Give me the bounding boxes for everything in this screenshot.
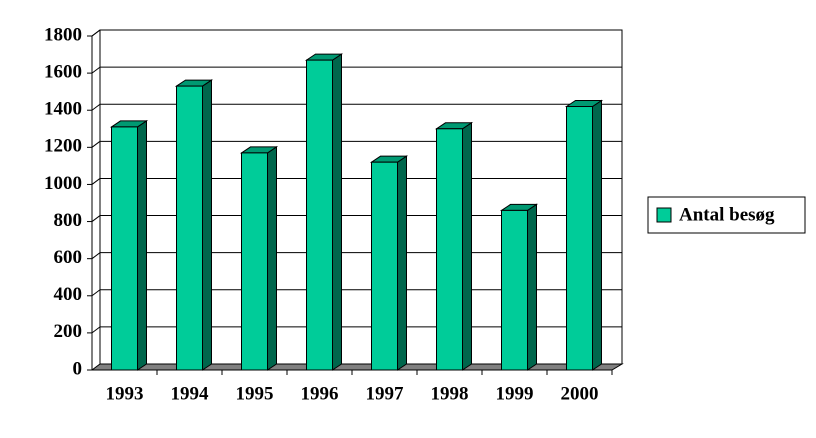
bar-side-shade [267,146,277,370]
y-tick-label: 1800 [44,24,82,45]
bar-side-shade [397,156,407,370]
bar-front [436,128,463,371]
grid-line-edge [91,326,101,334]
y-tick-label: 1000 [44,173,82,194]
x-tick-label: 1998 [431,383,469,404]
bar [239,145,279,371]
bar-top-shade [241,146,277,153]
bar-front [306,59,333,371]
x-tick-label: 1996 [301,383,339,404]
bar-side-shade [202,80,212,370]
y-tick-label: 200 [54,321,83,342]
bar-side-shade [527,204,537,370]
bar-front [111,126,138,371]
bar-top-shade [436,122,472,129]
legend-swatch [656,207,672,223]
x-tick-label: 1994 [171,383,210,404]
x-tick-label: 1999 [496,383,534,404]
y-tick-label: 1400 [44,99,82,120]
grid-line-edge [91,289,101,297]
grid-line-edge [91,140,101,148]
y-tick-label: 0 [73,358,83,379]
bar-front [176,85,203,371]
bar-front [241,152,268,371]
bar-top-shade [176,80,212,87]
x-tick-label: 1997 [366,383,405,404]
bar [109,119,149,371]
x-tick-label: 2000 [561,383,599,404]
bar-top-shade [371,156,407,163]
legend-label: Antal besøg [679,204,775,225]
bar-side-shade [332,54,342,370]
y-tick-label: 400 [54,284,83,305]
bar-side-shade [462,122,472,371]
bar-top-shade [306,54,342,61]
grid-line-edge [91,29,101,37]
bar [499,203,539,371]
bar-front [501,209,528,371]
grid-line-edge [91,103,101,111]
grid-line-edge [91,178,101,185]
y-tick-label: 1200 [44,136,82,157]
bar [434,121,474,371]
x-tick-label: 1995 [236,383,274,404]
bar [564,99,604,371]
grid-line-edge [91,215,101,222]
bar-top-shade [111,120,147,127]
y-tick-label: 1600 [44,61,82,82]
bar-top-shade [501,204,537,211]
bar [369,155,409,371]
grid-line-edge [91,252,101,260]
bar-front [566,106,593,371]
bar-side-shade [137,120,147,370]
bar [304,53,344,371]
y-tick-label: 600 [54,247,83,268]
x-tick-label: 1993 [106,383,144,404]
y-tick-label: 800 [54,210,83,231]
bar-front [371,161,398,371]
bar [174,79,214,371]
grid-line-edge [91,66,101,74]
bar-side-shade [592,100,602,370]
floor [90,363,624,371]
legend [647,196,806,234]
bar-top-shade [566,100,602,107]
